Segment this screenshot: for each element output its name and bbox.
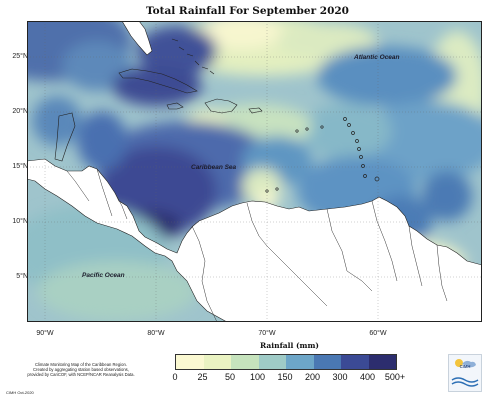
graticule [27, 21, 482, 322]
rainfall-map-canvas [27, 21, 482, 322]
legend-value-label: 500+ [384, 372, 406, 382]
cimh-logo: CIMH [448, 354, 482, 392]
footnote-credit: CIMH Oct-2020 [6, 390, 34, 395]
legend-value-label: 400 [359, 372, 376, 382]
x-tick-70w: 70°W [258, 330, 276, 337]
footnote-line: Created by aggregating station based obs… [33, 367, 129, 373]
y-tick-25n: 25°N [12, 53, 28, 60]
map-title: Total Rainfall For September 2020 [145, 5, 349, 17]
footnote-line: provided by CariCOF, with NCEP/NCAR Rean… [27, 372, 135, 378]
legend-swatch [258, 355, 286, 369]
legend-value-label: 50 [224, 372, 235, 382]
legend-value-label: 150 [277, 372, 293, 382]
legend-colorbar [175, 354, 397, 370]
legend-swatch [313, 355, 341, 369]
legend-swatch [231, 355, 259, 369]
y-tick-15n: 15°N [12, 163, 28, 170]
footnote: Climate Monitoring Map of the Caribbean … [6, 362, 156, 378]
logo-text: CIMH [459, 364, 471, 369]
legend-value-label: 0 [172, 372, 178, 382]
cimh-logo-icon [448, 354, 482, 392]
legend-value-label: 100 [249, 372, 266, 382]
legend-swatch [203, 355, 231, 369]
x-tick-90w: 90°W [36, 330, 54, 337]
legend-swatch [368, 355, 396, 369]
legend-value-label: 300 [332, 372, 348, 382]
bahamas [171, 38, 215, 75]
y-tick-5n: 5°N [16, 273, 28, 280]
footnote-line: Climate Monitoring Map of the Caribbean … [35, 362, 127, 367]
rainfall-map [27, 21, 482, 322]
legend-swatch [176, 355, 204, 369]
legend-value-label: 200 [304, 372, 321, 382]
pacific-ocean-label: Pacific Ocean [82, 272, 125, 279]
caribbean-sea-label: Caribbean Sea [191, 164, 237, 171]
x-tick-60w: 60°W [369, 330, 387, 337]
map-frame [27, 21, 482, 322]
y-tick-10n: 10°N [12, 218, 28, 225]
land-mask [27, 21, 482, 322]
x-tick-80w: 80°W [147, 330, 165, 337]
atlantic-ocean-label: Atlantic Ocean [354, 54, 400, 61]
legend-swatch [286, 355, 314, 369]
legend-value-label: 25 [197, 372, 208, 382]
legend-swatch [341, 355, 369, 369]
y-tick-20n: 20°N [12, 108, 28, 115]
lesser-antilles [265, 117, 380, 193]
legend-title: Rainfall (mm) [260, 341, 319, 350]
country-borders [66, 168, 448, 322]
